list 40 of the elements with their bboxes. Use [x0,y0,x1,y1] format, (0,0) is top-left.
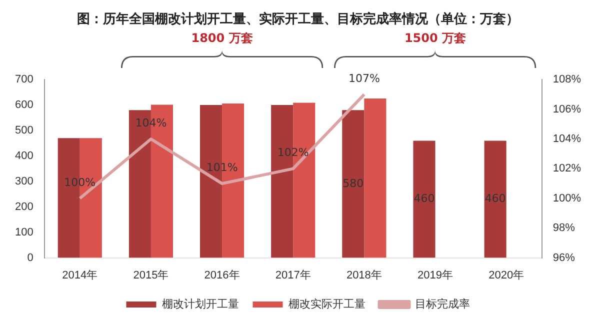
x-tick-label: 2015年 [133,269,169,282]
legend-label: 目标完成率 [414,297,470,310]
y2-tick-label: 96% [552,252,576,264]
y2-tick-label: 108% [552,74,582,86]
y-tick-label: 300 [14,175,34,188]
y2-tick-label: 98% [552,222,576,234]
data-label: 101% [206,160,238,174]
x-tick-label: 2018年 [346,269,382,282]
y-tick-label: 100 [14,226,34,238]
x-tick-label: 2020年 [488,269,524,282]
y-tick-label: 700 [14,74,34,86]
bar [484,140,506,258]
y-tick-label: 400 [14,150,34,162]
text: 1800 万套 [190,30,254,47]
x-tick-label: 2014年 [62,269,98,282]
bar [364,98,386,258]
y2-tick-label: 102% [552,162,582,175]
bar [342,110,364,258]
data-label: 107% [348,72,380,85]
legend-label: 棚改计划开工量 [162,297,239,310]
data-label: 580 [342,176,364,190]
y-tick-label: 600 [14,99,34,112]
x-tick-label: 2016年 [204,269,240,282]
bar [413,140,436,258]
y-tick-label: 500 [14,124,34,137]
y2-tick-label: 104% [552,133,582,146]
y-tick-label: 0 [27,252,34,264]
data-label: 100% [64,176,96,189]
chart-title: 图：历年全国棚改计划开工量、实际开工量、目标完成率情况（单位：万套） [77,11,519,28]
legend-label: 棚改实际开工量 [288,297,366,310]
x-tick-label: 2019年 [418,269,453,282]
x-tick-label: 2017年 [275,269,311,282]
y-tick-label: 200 [14,200,34,213]
y2-tick-label: 100% [552,192,582,204]
data-label: 104% [135,116,167,130]
data-label: 460 [484,192,506,206]
data-label: 102% [277,146,309,160]
y2-tick-label: 106% [552,103,582,116]
data-label: 460 [414,192,435,206]
text: 1500 万套 [403,30,468,47]
